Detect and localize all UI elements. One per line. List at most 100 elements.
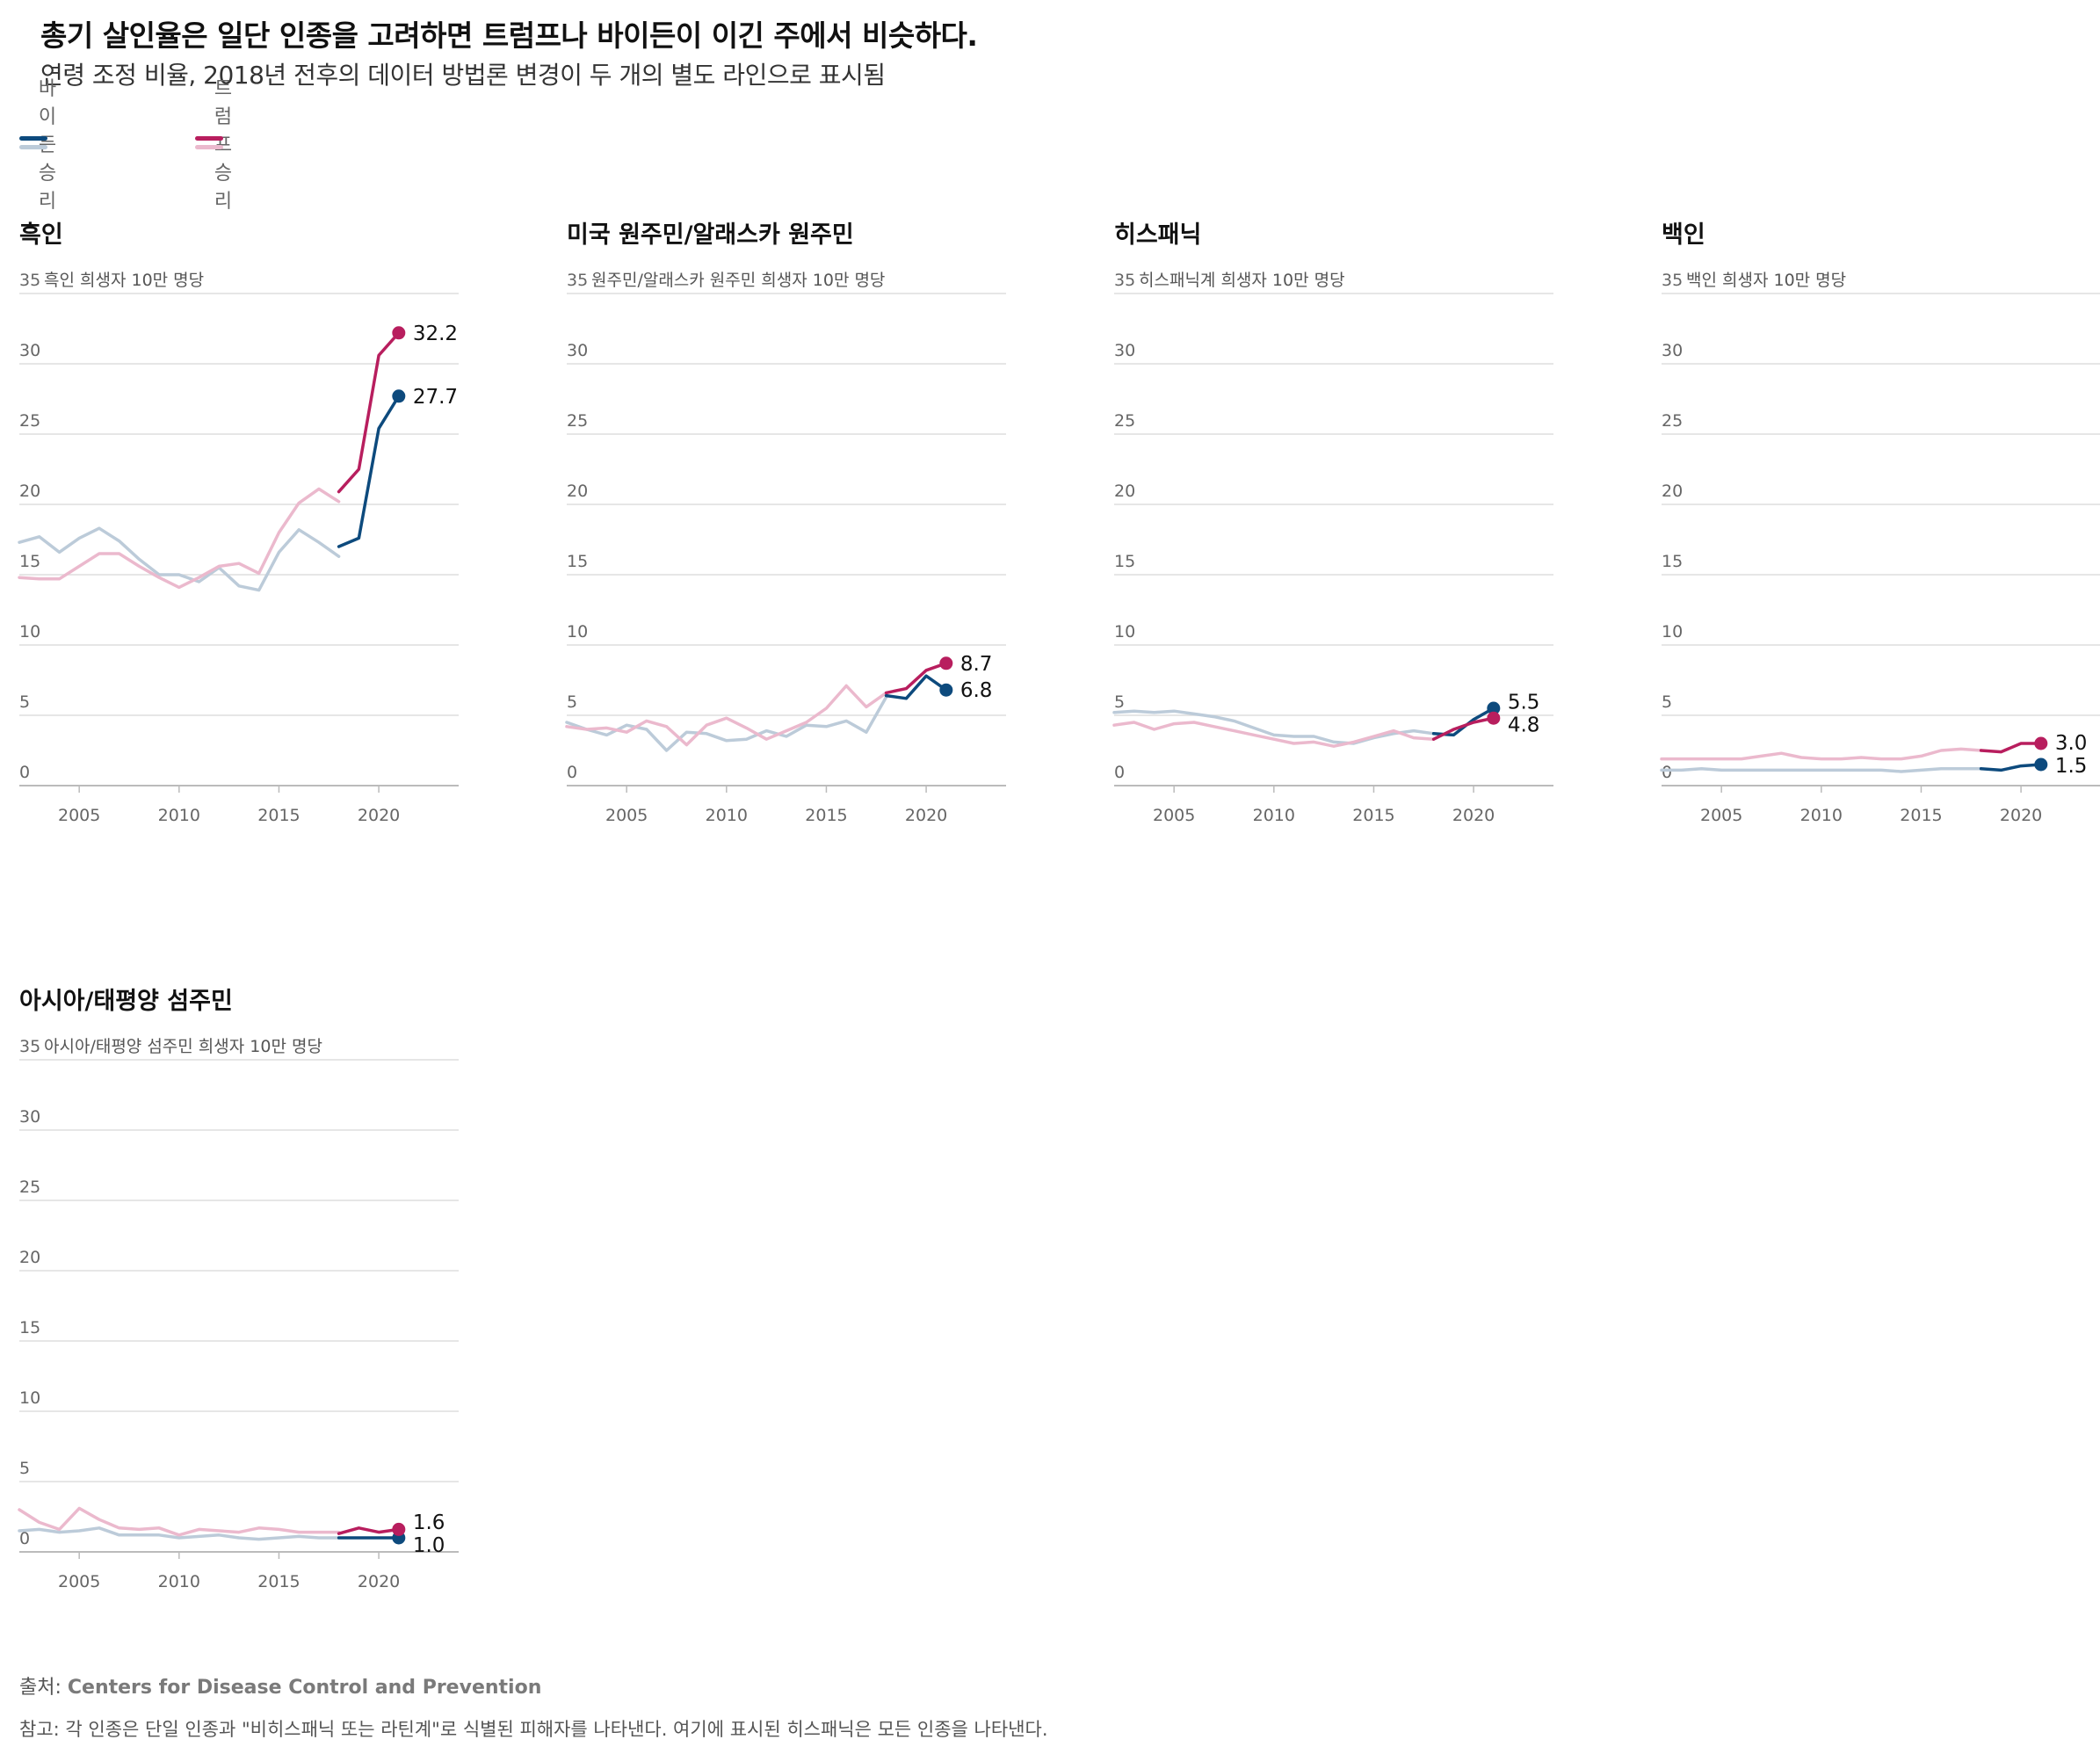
y-tick-label: 20 [1662,482,1683,501]
end-label-biden: 1.0 [413,1534,445,1557]
y-tick-label: 5 [19,692,30,712]
series-line-biden-new [884,674,948,700]
end-label-trump: 8.7 [960,653,993,676]
x-tick-label: 2020 [1452,806,1495,825]
y-tick-label: 25 [567,411,588,431]
series-line-trump-new [1979,742,2043,754]
series-line-biden-new [1431,707,1495,737]
panel-2: 히스패닉 0 5 10 15 20 25 30 35 히스패닉계 희생자 10만 명당 2005 2… [1112,221,1553,825]
y-tick-label: 35 [19,271,40,290]
legend-swatch-biden [19,135,47,151]
y-tick-label: 15 [1114,552,1135,571]
end-label-trump: 4.8 [1508,714,1540,737]
footnote: 참고: 각 인종은 단일 인종과 "비히스패닉 또는 라틴계"로 식별된 피해자… [19,1719,1048,1740]
y-tick-label: 20 [567,482,588,501]
y-tick-label: 10 [567,622,588,641]
x-tick-label: 2020 [905,806,947,825]
y-tick-label: 25 [19,411,40,431]
source-line: 출처: Centers for Disease Control and Prev… [19,1671,541,1700]
x-tick-label: 2020 [358,806,400,825]
unit-label: 히스패닉계 희생자 10만 명당 [1139,271,1345,290]
y-tick-label: 30 [1662,341,1683,360]
series-line-biden-old [18,1526,341,1541]
x-tick-label: 2005 [1700,806,1742,825]
y-tick-label: 15 [19,1318,40,1337]
series-line-trump-old [18,487,341,590]
series-line-biden-old [565,695,888,752]
x-tick-label: 2015 [805,806,847,825]
x-tick-label: 2005 [58,1572,100,1591]
y-tick-label: 0 [1662,763,1672,782]
y-tick-label: 35 [567,271,588,290]
x-tick-label: 2015 [257,1572,300,1591]
endpoint-biden [939,683,953,697]
y-tick-label: 20 [1114,482,1135,501]
end-label-trump: 32.2 [413,323,458,345]
y-tick-label: 30 [567,341,588,360]
unit-label: 흑인 희생자 10만 명당 [44,271,204,290]
y-tick-label: 25 [1114,411,1135,431]
series-line-biden-new [1979,763,2043,772]
series-line-trump-new [884,662,948,695]
panel-title: 백인 [1662,221,1705,249]
chart-subtitle: 연령 조정 비율, 2018년 전후의 데이터 방법론 변경이 두 개의 별도 … [40,61,886,90]
series-line-trump-new [337,331,401,494]
legend-item-trump: 트럼프 승리 [195,78,250,213]
endpoint-trump [392,326,406,340]
series-line-trump-new [337,1526,401,1535]
y-tick-label: 5 [1114,692,1125,712]
legend-label-biden: 바이든 승리 [38,78,57,213]
endpoint-biden [392,389,406,403]
x-tick-label: 2015 [257,806,300,825]
endpoint-trump [2034,736,2048,750]
panel-1: 미국 원주민/알래스카 원주민 0 5 10 15 20 25 30 35 원주민/알래스카 원… [565,221,1006,825]
x-tick-label: 2015 [1352,806,1394,825]
end-label-biden: 27.7 [413,386,458,409]
x-tick-label: 2005 [58,806,100,825]
series-line-trump-new [1431,716,1495,741]
y-tick-label: 0 [1114,763,1125,782]
y-tick-label: 10 [19,1388,40,1408]
y-tick-label: 5 [1662,692,1672,712]
y-tick-label: 15 [1662,552,1683,571]
endpoint-biden [2034,757,2048,772]
x-tick-label: 2020 [2000,806,2042,825]
series-line-biden-new [337,395,401,548]
endpoint-trump [392,1522,406,1536]
panel-title: 아시아/태평양 섬주민 [19,988,233,1015]
unit-label: 아시아/태평양 섬주민 희생자 10만 명당 [44,1037,322,1056]
y-tick-label: 5 [567,692,577,712]
series-line-trump-old [18,1506,341,1537]
y-tick-label: 25 [19,1178,40,1197]
endpoint-trump [1487,711,1501,725]
y-tick-label: 20 [19,482,40,501]
end-label-biden: 6.8 [960,679,993,702]
y-tick-label: 35 [19,1037,40,1056]
y-tick-label: 10 [1662,622,1683,641]
chart-title: 총기 살인율은 일단 인종을 고려하면 트럼프나 바이든이 이긴 주에서 비슷하… [40,18,978,53]
y-tick-label: 15 [567,552,588,571]
series-line-biden-old [1660,767,1983,773]
y-tick-label: 0 [567,763,577,782]
series-line-trump-old [1660,747,1983,761]
legend-swatch-trump [195,135,223,151]
endpoint-trump [939,656,953,670]
y-tick-label: 20 [19,1248,40,1267]
y-tick-label: 15 [19,552,40,571]
series-line-trump-old [565,684,888,747]
y-tick-label: 30 [19,1107,40,1127]
x-tick-label: 2010 [1253,806,1295,825]
legend-label-trump: 트럼프 승리 [214,78,233,213]
end-label-biden: 5.5 [1508,692,1540,714]
y-tick-label: 35 [1114,271,1135,290]
x-tick-label: 2020 [358,1572,400,1591]
panel-4: 아시아/태평양 섬주민 0 5 10 15 20 25 30 35 아시아/태평양 섬주민 희생… [18,988,459,1591]
unit-label: 백인 희생자 10만 명당 [1686,271,1846,290]
series-line-biden-old [18,526,341,592]
panel-3: 백인 0 5 10 15 20 25 30 35 백인 희생자 10만 명당 2005 2010 20… [1660,221,2100,825]
x-tick-label: 2010 [706,806,748,825]
panel-title: 히스패닉 [1114,221,1201,249]
y-tick-label: 5 [19,1459,30,1478]
end-label-trump: 1.6 [413,1511,445,1534]
